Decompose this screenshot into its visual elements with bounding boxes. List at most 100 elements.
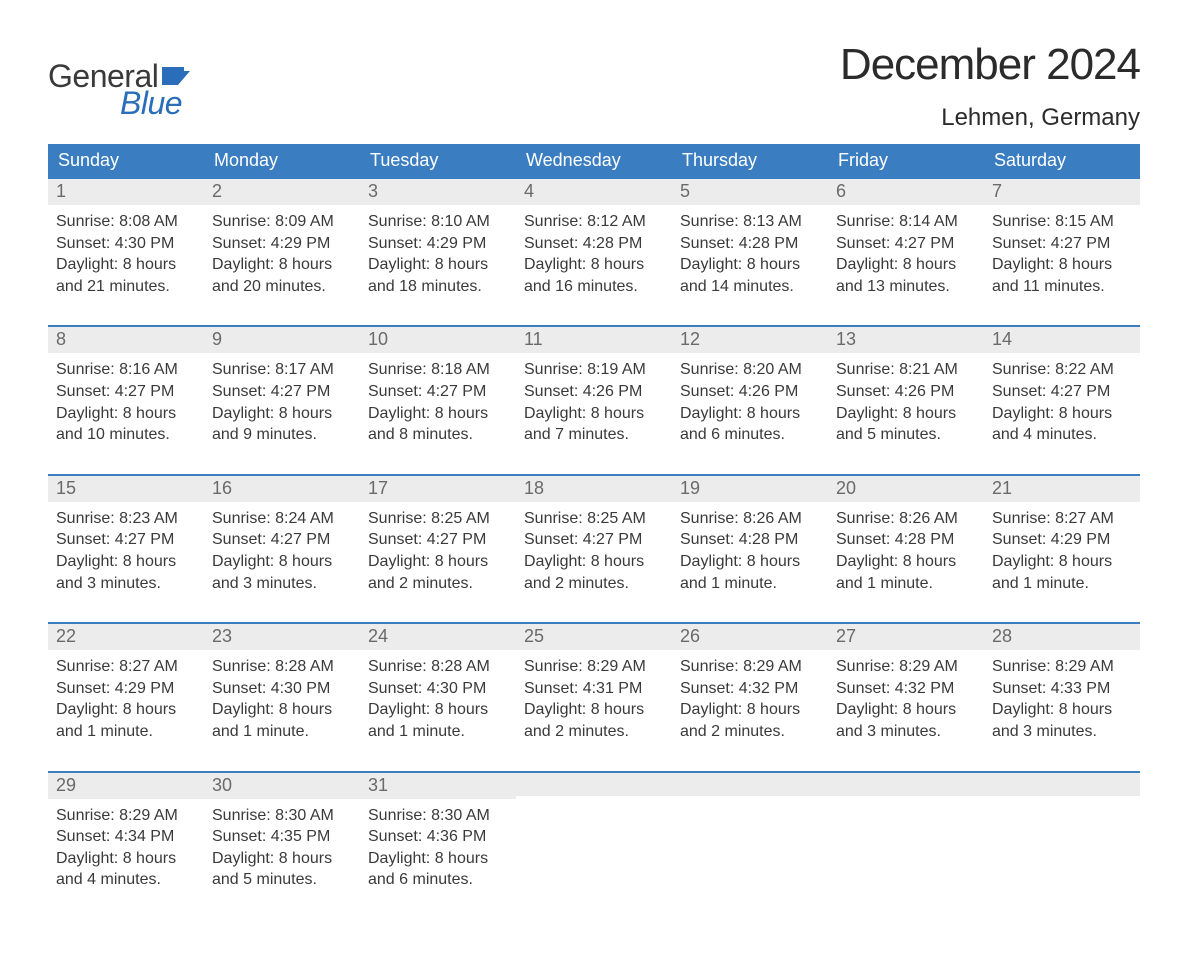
daylight-text: Daylight: 8 hours (368, 254, 508, 276)
daylight-text: Daylight: 8 hours (992, 551, 1132, 573)
sunrise-text: Sunrise: 8:30 AM (212, 805, 352, 827)
sunrise-text: Sunrise: 8:18 AM (368, 359, 508, 381)
daylight-text: and 2 minutes. (524, 721, 664, 743)
day-cell: 18Sunrise: 8:25 AMSunset: 4:27 PMDayligh… (516, 474, 672, 594)
day-cell: 17Sunrise: 8:25 AMSunset: 4:27 PMDayligh… (360, 474, 516, 594)
week-row: 1Sunrise: 8:08 AMSunset: 4:30 PMDaylight… (48, 179, 1140, 297)
day-number: 20 (836, 478, 856, 498)
sunset-text: Sunset: 4:26 PM (836, 381, 976, 403)
sunrise-text: Sunrise: 8:25 AM (524, 508, 664, 530)
day-number-bar: 25 (516, 622, 672, 650)
day-number-bar: 27 (828, 622, 984, 650)
daylight-text: and 6 minutes. (368, 869, 508, 891)
day-body: Sunrise: 8:30 AMSunset: 4:36 PMDaylight:… (360, 799, 516, 891)
day-cell: 29Sunrise: 8:29 AMSunset: 4:34 PMDayligh… (48, 771, 204, 891)
day-cell: 8 Sunrise: 8:16 AMSunset: 4:27 PMDaylight… (48, 325, 204, 445)
day-cell (516, 771, 672, 891)
day-number: 9 (212, 329, 222, 349)
day-body: Sunrise: 8:16 AMSunset: 4:27 PMDaylight:… (48, 353, 204, 445)
daylight-text: and 3 minutes. (56, 573, 196, 595)
sunset-text: Sunset: 4:29 PM (212, 233, 352, 255)
month-title: December 2024 (840, 40, 1140, 90)
daylight-text: and 1 minute. (992, 573, 1132, 595)
day-number: 13 (836, 329, 856, 349)
daylight-text: and 9 minutes. (212, 424, 352, 446)
sunrise-text: Sunrise: 8:15 AM (992, 211, 1132, 233)
sunrise-text: Sunrise: 8:12 AM (524, 211, 664, 233)
sunset-text: Sunset: 4:34 PM (56, 826, 196, 848)
title-block: December 2024 Lehmen, Germany (840, 40, 1140, 132)
day-number: 12 (680, 329, 700, 349)
daylight-text: Daylight: 8 hours (368, 403, 508, 425)
daylight-text: and 21 minutes. (56, 276, 196, 298)
sunset-text: Sunset: 4:27 PM (524, 529, 664, 551)
daylight-text: and 3 minutes. (212, 573, 352, 595)
day-body: Sunrise: 8:10 AMSunset: 4:29 PMDaylight:… (360, 205, 516, 297)
week-row: 29Sunrise: 8:29 AMSunset: 4:34 PMDayligh… (48, 771, 1140, 891)
day-body: Sunrise: 8:25 AMSunset: 4:27 PMDaylight:… (516, 502, 672, 594)
daylight-text: Daylight: 8 hours (368, 699, 508, 721)
day-body: Sunrise: 8:22 AMSunset: 4:27 PMDaylight:… (984, 353, 1140, 445)
day-number: 27 (836, 626, 856, 646)
daylight-text: and 8 minutes. (368, 424, 508, 446)
day-cell: 11Sunrise: 8:19 AMSunset: 4:26 PMDayligh… (516, 325, 672, 445)
day-body: Sunrise: 8:28 AMSunset: 4:30 PMDaylight:… (360, 650, 516, 742)
day-body: Sunrise: 8:29 AMSunset: 4:32 PMDaylight:… (828, 650, 984, 742)
daylight-text: Daylight: 8 hours (212, 551, 352, 573)
daylight-text: Daylight: 8 hours (992, 403, 1132, 425)
day-body: Sunrise: 8:21 AMSunset: 4:26 PMDaylight:… (828, 353, 984, 445)
day-number: 19 (680, 478, 700, 498)
day-body: Sunrise: 8:28 AMSunset: 4:30 PMDaylight:… (204, 650, 360, 742)
day-number: 8 (56, 329, 66, 349)
sunrise-text: Sunrise: 8:22 AM (992, 359, 1132, 381)
day-cell: 6Sunrise: 8:14 AMSunset: 4:27 PMDaylight… (828, 179, 984, 297)
day-body: Sunrise: 8:15 AMSunset: 4:27 PMDaylight:… (984, 205, 1140, 297)
day-number-bar: 21 (984, 474, 1140, 502)
day-body: Sunrise: 8:24 AMSunset: 4:27 PMDaylight:… (204, 502, 360, 594)
day-number-bar: 14 (984, 325, 1140, 353)
sunrise-text: Sunrise: 8:29 AM (56, 805, 196, 827)
daylight-text: Daylight: 8 hours (992, 254, 1132, 276)
daylight-text: and 3 minutes. (992, 721, 1132, 743)
sunset-text: Sunset: 4:35 PM (212, 826, 352, 848)
day-cell: 22Sunrise: 8:27 AMSunset: 4:29 PMDayligh… (48, 622, 204, 742)
day-number-bar-empty (828, 771, 984, 796)
daylight-text: and 10 minutes. (56, 424, 196, 446)
day-number: 25 (524, 626, 544, 646)
sunrise-text: Sunrise: 8:19 AM (524, 359, 664, 381)
sunset-text: Sunset: 4:29 PM (368, 233, 508, 255)
sunset-text: Sunset: 4:27 PM (836, 233, 976, 255)
day-cell: 20Sunrise: 8:26 AMSunset: 4:28 PMDayligh… (828, 474, 984, 594)
day-number-bar: 10 (360, 325, 516, 353)
day-body: Sunrise: 8:09 AMSunset: 4:29 PMDaylight:… (204, 205, 360, 297)
sunset-text: Sunset: 4:28 PM (680, 529, 820, 551)
sunrise-text: Sunrise: 8:28 AM (212, 656, 352, 678)
sunrise-text: Sunrise: 8:14 AM (836, 211, 976, 233)
day-number: 7 (992, 181, 1002, 201)
daylight-text: and 1 minute. (368, 721, 508, 743)
day-number-bar: 17 (360, 474, 516, 502)
sunset-text: Sunset: 4:30 PM (212, 678, 352, 700)
sunset-text: Sunset: 4:28 PM (680, 233, 820, 255)
week-row: 15Sunrise: 8:23 AMSunset: 4:27 PMDayligh… (48, 474, 1140, 594)
day-number: 29 (56, 775, 76, 795)
daylight-text: Daylight: 8 hours (992, 699, 1132, 721)
day-cell (828, 771, 984, 891)
daylight-text: Daylight: 8 hours (368, 551, 508, 573)
sunrise-text: Sunrise: 8:16 AM (56, 359, 196, 381)
day-body: Sunrise: 8:13 AMSunset: 4:28 PMDaylight:… (672, 205, 828, 297)
sunrise-text: Sunrise: 8:24 AM (212, 508, 352, 530)
daylight-text: and 5 minutes. (836, 424, 976, 446)
day-body: Sunrise: 8:12 AMSunset: 4:28 PMDaylight:… (516, 205, 672, 297)
day-number-bar: 24 (360, 622, 516, 650)
day-number: 3 (368, 181, 378, 201)
day-cell: 31Sunrise: 8:30 AMSunset: 4:36 PMDayligh… (360, 771, 516, 891)
day-number: 11 (524, 329, 543, 349)
daylight-text: Daylight: 8 hours (56, 254, 196, 276)
day-number-bar: 5 (672, 179, 828, 205)
sunset-text: Sunset: 4:31 PM (524, 678, 664, 700)
day-cell: 21Sunrise: 8:27 AMSunset: 4:29 PMDayligh… (984, 474, 1140, 594)
day-number-bar: 4 (516, 179, 672, 205)
day-cell: 23Sunrise: 8:28 AMSunset: 4:30 PMDayligh… (204, 622, 360, 742)
sunset-text: Sunset: 4:27 PM (368, 529, 508, 551)
